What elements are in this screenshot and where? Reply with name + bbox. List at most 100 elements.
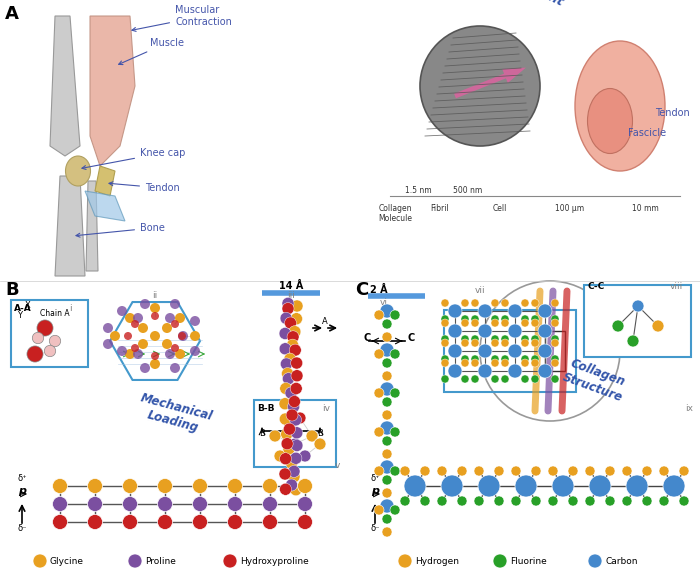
Circle shape: [521, 339, 529, 347]
Circle shape: [441, 315, 449, 323]
Text: Mechanical
Loading: Mechanical Loading: [136, 391, 214, 437]
Circle shape: [165, 313, 175, 323]
Circle shape: [382, 449, 392, 459]
Circle shape: [441, 299, 449, 307]
Circle shape: [289, 325, 301, 338]
Circle shape: [382, 514, 392, 524]
Circle shape: [287, 331, 299, 343]
Circle shape: [262, 514, 277, 529]
Circle shape: [659, 466, 669, 476]
Circle shape: [612, 320, 624, 332]
Circle shape: [165, 349, 175, 359]
Circle shape: [471, 299, 479, 307]
Circle shape: [122, 497, 137, 511]
Text: C: C: [407, 333, 414, 343]
Circle shape: [291, 439, 303, 452]
Circle shape: [461, 355, 469, 363]
Circle shape: [298, 479, 312, 494]
Circle shape: [382, 488, 392, 498]
Circle shape: [290, 427, 303, 439]
Circle shape: [478, 475, 500, 497]
Circle shape: [117, 346, 127, 356]
Circle shape: [478, 364, 492, 378]
Circle shape: [380, 460, 394, 474]
Circle shape: [380, 304, 394, 318]
Circle shape: [122, 514, 137, 529]
Circle shape: [282, 302, 294, 314]
Circle shape: [471, 339, 479, 347]
Circle shape: [448, 324, 462, 338]
Circle shape: [124, 332, 132, 340]
Circle shape: [461, 319, 469, 327]
Circle shape: [133, 349, 143, 359]
Text: X: X: [25, 301, 31, 310]
Text: C-C: C-C: [587, 282, 604, 291]
Circle shape: [382, 319, 392, 329]
Circle shape: [531, 315, 539, 323]
Circle shape: [441, 319, 449, 327]
Text: C: C: [355, 281, 368, 299]
Text: p: p: [18, 486, 26, 496]
Circle shape: [288, 471, 300, 483]
Circle shape: [491, 359, 499, 367]
Text: v: v: [335, 461, 340, 470]
Circle shape: [398, 554, 412, 568]
Circle shape: [491, 355, 499, 363]
Circle shape: [588, 554, 602, 568]
Text: Fluorine: Fluorine: [510, 556, 547, 566]
Circle shape: [622, 466, 632, 476]
Circle shape: [162, 323, 172, 333]
Circle shape: [441, 375, 449, 383]
Circle shape: [448, 364, 462, 378]
Circle shape: [133, 313, 143, 323]
Circle shape: [551, 319, 559, 327]
Circle shape: [508, 304, 522, 318]
Circle shape: [170, 299, 180, 309]
Text: δ⁺: δ⁺: [370, 474, 380, 483]
Circle shape: [286, 409, 298, 421]
Circle shape: [461, 335, 469, 343]
Circle shape: [474, 466, 484, 476]
Circle shape: [140, 363, 150, 373]
Ellipse shape: [66, 156, 90, 186]
Circle shape: [471, 355, 479, 363]
Text: A: A: [5, 5, 19, 23]
Circle shape: [382, 475, 392, 485]
Circle shape: [171, 344, 179, 352]
Text: Hydroxyproline: Hydroxyproline: [240, 556, 309, 566]
Circle shape: [642, 496, 652, 506]
Circle shape: [491, 319, 499, 327]
Circle shape: [285, 387, 297, 399]
Circle shape: [49, 335, 61, 347]
Circle shape: [471, 319, 479, 327]
Circle shape: [103, 323, 113, 333]
Circle shape: [291, 370, 303, 382]
Circle shape: [521, 299, 529, 307]
Circle shape: [131, 344, 139, 352]
Circle shape: [420, 26, 540, 146]
Circle shape: [52, 497, 67, 511]
FancyBboxPatch shape: [584, 285, 691, 357]
Text: δ⁻: δ⁻: [18, 524, 27, 533]
Circle shape: [380, 382, 394, 396]
Circle shape: [306, 430, 318, 442]
Circle shape: [298, 497, 312, 511]
Circle shape: [390, 388, 400, 398]
Circle shape: [286, 339, 299, 351]
Text: Bone: Bone: [76, 223, 165, 237]
Circle shape: [131, 320, 139, 328]
Ellipse shape: [575, 41, 665, 171]
Circle shape: [32, 332, 43, 344]
Circle shape: [501, 299, 509, 307]
Circle shape: [294, 412, 306, 424]
Circle shape: [521, 355, 529, 363]
Circle shape: [663, 475, 685, 497]
Circle shape: [140, 299, 150, 309]
Circle shape: [33, 554, 47, 568]
Text: Collagen
Structure: Collagen Structure: [561, 356, 629, 404]
Text: Fascicle: Fascicle: [628, 128, 666, 138]
Circle shape: [314, 438, 326, 450]
Circle shape: [262, 497, 277, 511]
Circle shape: [228, 497, 242, 511]
Circle shape: [103, 339, 113, 349]
